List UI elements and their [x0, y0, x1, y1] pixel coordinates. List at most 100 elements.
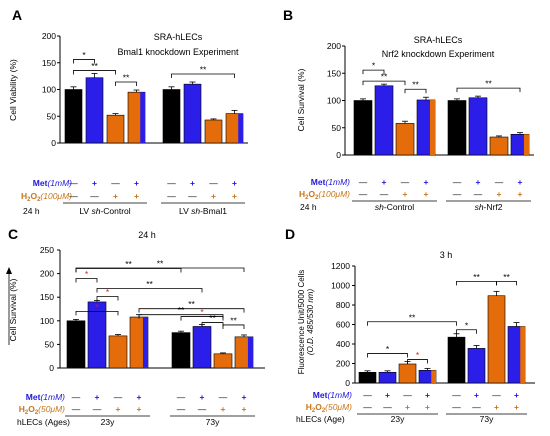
panel-a-h2o2-sign: +	[232, 191, 237, 201]
panel-d-y-tick-label: 800	[336, 300, 350, 310]
panel-c-sig-bracket	[75, 310, 119, 316]
panel-a-met-sign: +	[232, 178, 237, 188]
panel-a-h2o2-sign: —	[90, 191, 99, 201]
panel-a-bar	[85, 77, 104, 144]
panel-d-y-tick-label: 1000	[331, 281, 350, 291]
panel-c-row-label-met: Met(1mM)	[26, 392, 65, 402]
panel-d-bar-edge	[431, 370, 436, 383]
panel-c-sig-bracket-label: **	[188, 299, 195, 309]
panel-c-sig-bracket-label: **	[125, 259, 132, 269]
panel-c-sig-bracket-label: **	[178, 305, 185, 315]
panel-a-y-tick-label: 150	[42, 58, 56, 68]
panel-a-sig-bracket-label: **	[91, 61, 98, 71]
panel-c-y-tick-label: 200	[40, 269, 54, 279]
panel-d-bar-edge	[520, 326, 525, 383]
panel-c-sig-bracket-label: *	[95, 302, 99, 312]
panel-c-bar	[108, 335, 128, 369]
panel-c-y-tick-label: 100	[40, 316, 54, 326]
panel-b-met-sign: +	[382, 177, 387, 187]
panel-a-bar	[204, 119, 223, 144]
panel-a-subtitle: Bmal1 knockdown Experiment	[117, 47, 239, 57]
panel-c-sig-bracket	[138, 308, 245, 313]
panel-c-h2o2-sign: —	[93, 404, 102, 414]
panel-b-h2o2-sign: —	[453, 189, 462, 199]
panel-d-h2o2-sign: +	[405, 402, 410, 412]
panel-b-y-tick-label: 0	[336, 150, 341, 160]
panel-d-h2o2-sign: —	[363, 402, 372, 412]
panel-a-y-tick-label: 0	[51, 138, 56, 148]
panel-c-met-sign: —	[72, 392, 81, 402]
panel-c-sig-bracket	[201, 322, 224, 327]
panel-d-sig-bracket	[367, 353, 408, 358]
panel-a-h2o2-sign: +	[134, 191, 139, 201]
panel-c-met-sign: +	[242, 392, 247, 402]
panel-c-letter: C	[8, 226, 18, 242]
panel-d-h2o2-sign: —	[383, 402, 392, 412]
panel-b-h2o2-sign: +	[518, 189, 523, 199]
panel-b-y-tick-label: 200	[327, 41, 341, 51]
panel-c-bar	[171, 332, 191, 369]
panel-b-bar	[353, 100, 373, 156]
panel-b-sig-bracket-label: **	[485, 79, 492, 89]
panel-b-sig-bracket	[404, 88, 427, 94]
panel-b-subtitle: Nrf2 knockdown Experiment	[382, 49, 495, 59]
panel-b-group-label: sh-Control	[375, 202, 414, 212]
panel-a-met-sign: —	[167, 178, 176, 188]
panel-c-sig-bracket-label: *	[200, 307, 204, 317]
panel-b-h2o2-sign: —	[359, 189, 368, 199]
panel-d-sig-bracket-label: **	[473, 272, 480, 282]
panel-c-sig-bracket	[75, 278, 98, 283]
panel-d-group-label: 23y	[391, 414, 405, 424]
panel-c-y-tick-label: 150	[40, 292, 54, 302]
panel-d-met-sign: —	[452, 390, 461, 400]
panel-a-met-sign: +	[134, 178, 139, 188]
panel-c-y-label: Cell Survival (%)	[8, 278, 18, 341]
panel-d-sig-bracket-label: *	[416, 350, 420, 360]
panel-c-sig-bracket-label: *	[85, 269, 89, 279]
panel-c-y-tick-label: 50	[45, 339, 55, 349]
panel-a-title: SRA-hLECs	[154, 32, 203, 42]
panel-c-axis-caption: hLECs (Ages)	[17, 417, 70, 427]
panel-d-sig-bracket-label: *	[386, 344, 390, 354]
panel-c-sig-bracket-label: **	[209, 313, 216, 323]
panel-d-y-tick-label: 600	[336, 320, 350, 330]
panel-b-met-sign: +	[518, 177, 523, 187]
panel-b-bar	[395, 123, 415, 156]
panel-d-row-label-met: Met(1mM)	[313, 390, 352, 400]
panel-a-bar	[64, 89, 83, 144]
panel-c-h2o2-sign: +	[221, 404, 226, 414]
panel-a-met-sign: —	[209, 178, 218, 188]
panel-d-bar	[358, 371, 377, 384]
panel-d-met-sign: —	[403, 390, 412, 400]
panel-a-sig-bracket	[171, 73, 235, 79]
panel-c-group-label: 23y	[101, 417, 115, 427]
panel-c-met-sign: +	[137, 392, 142, 402]
panel-d-y-tick-label: 1200	[331, 261, 350, 271]
panel-c-sig-bracket	[222, 324, 245, 329]
panel-c-h2o2-sign: —	[72, 404, 81, 414]
panel-a-met-sign: +	[190, 178, 195, 188]
panel-d-h2o2-sign: —	[452, 402, 461, 412]
panel-c-bar	[192, 326, 212, 369]
panel-a-row-label-met: Met(1mM)	[33, 178, 72, 188]
panel-a-sig-bracket	[73, 59, 95, 64]
panel-d-y-tick-label: 400	[336, 339, 350, 349]
panel-b-sig-bracket-label: **	[412, 80, 419, 90]
panel-a-group-label: LV sh-Bmal1	[179, 206, 227, 216]
panel-c-sig-bracket-label: **	[146, 279, 153, 289]
panel-d-y-label-2: (O.D. 485/530 nm)	[306, 289, 315, 356]
panel-c-sig-bracket-label: **	[230, 315, 237, 325]
panel-d-sig-bracket	[407, 359, 428, 364]
panel-d-y-tick-label: 200	[336, 359, 350, 369]
panel-c-sig-bracket	[96, 296, 119, 301]
panel-d-sig-bracket	[456, 329, 477, 334]
panel-d-y-label: Fluorescence Unit/5000 Cells	[297, 270, 306, 375]
panel-c-row-label-h2o2: H2O2(50μM)	[19, 404, 65, 416]
panel-d-letter: D	[285, 226, 295, 242]
panel-a-h2o2-sign: +	[113, 191, 118, 201]
panel-c-met-sign: —	[177, 392, 186, 402]
panel-d-y-tick-label: 0	[345, 378, 350, 388]
panel-b-y-tick-label: 100	[327, 96, 341, 106]
panel-c-met-sign: +	[95, 392, 100, 402]
panel-a-bar	[106, 114, 125, 144]
